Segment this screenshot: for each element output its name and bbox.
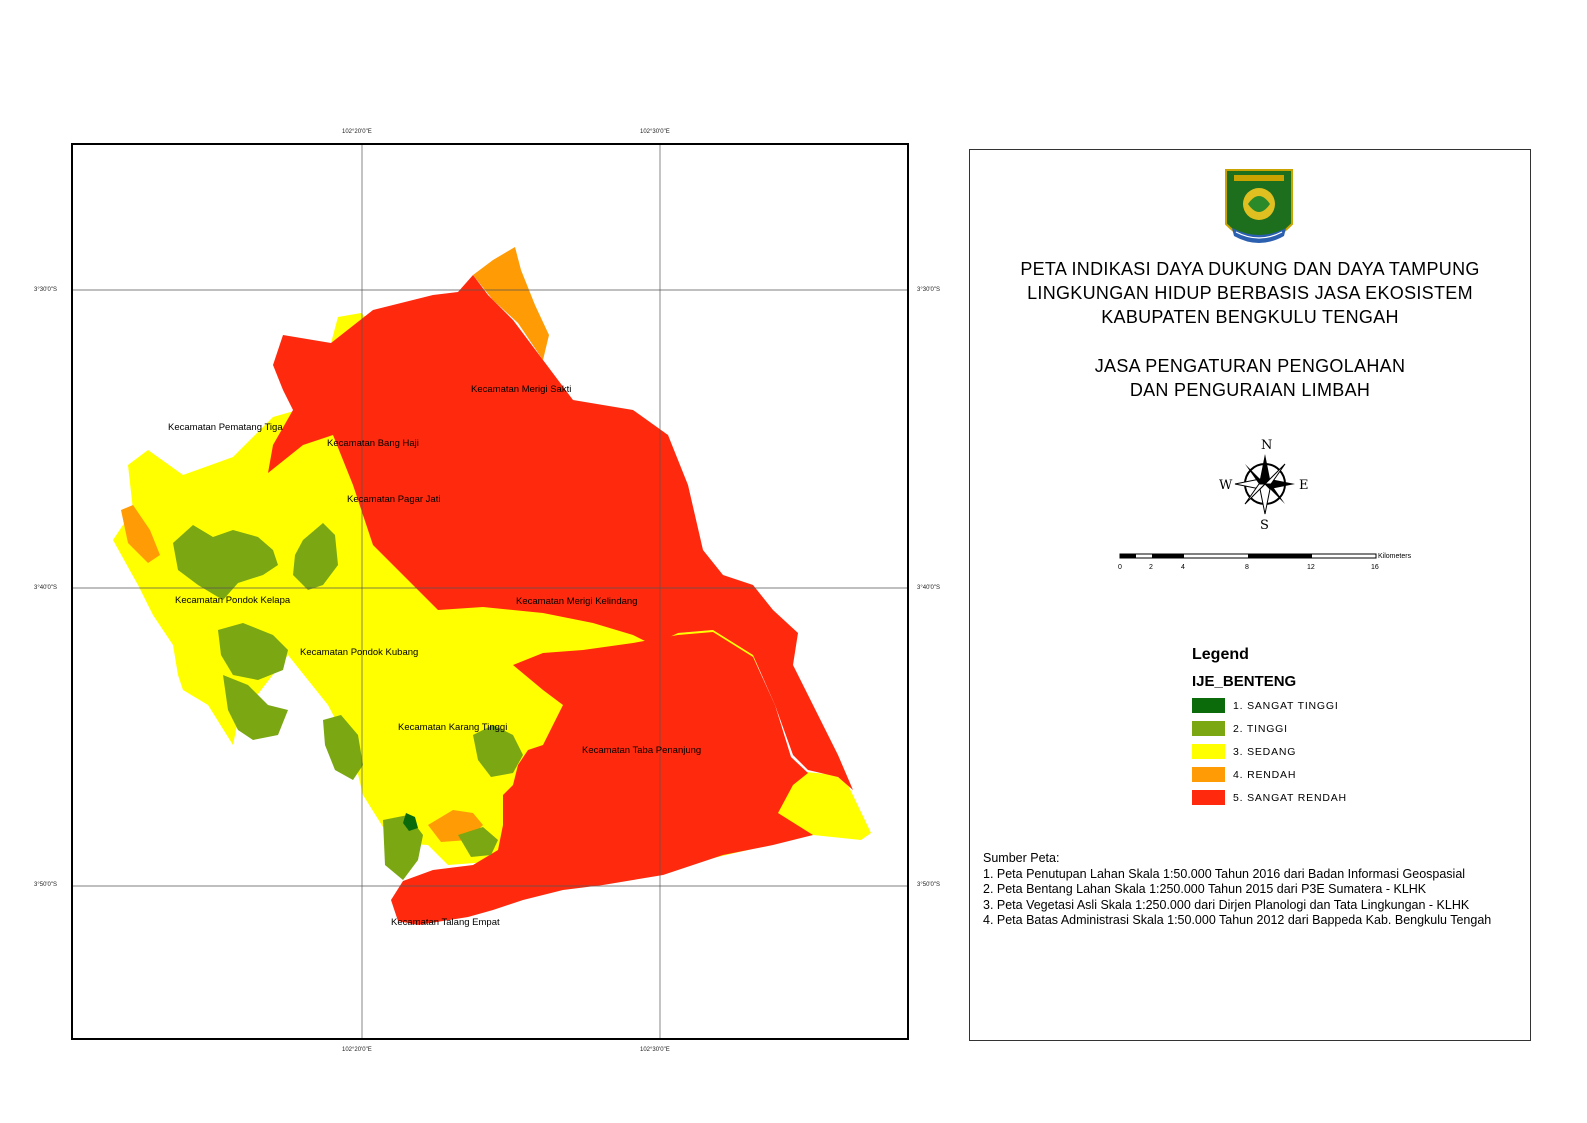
map-sources: Sumber Peta: 1. Peta Penutupan Lahan Ska… <box>983 851 1491 929</box>
legend-swatch-sedang <box>1192 744 1225 759</box>
source-line-2: 2. Peta Bentang Lahan Skala 1:250.000 Ta… <box>983 882 1427 896</box>
scale-tick-2: 2 <box>1149 564 1153 571</box>
grid-label-left-3: 3°50'0"S <box>34 882 58 888</box>
label-karang-tinggi: Kecamatan Karang Tinggi <box>398 722 507 733</box>
legend-item-1: 1. SANGAT TINGGI <box>1192 698 1492 714</box>
scale-tick-16: 16 <box>1371 564 1379 571</box>
region-tinggi-1 <box>173 525 278 600</box>
subtitle-line-1: JASA PENGATURAN PENGOLAHAN <box>1094 356 1406 376</box>
title-line-1: PETA INDIKASI DAYA DUKUNG DAN DAYA TAMPU… <box>1020 259 1480 279</box>
grid-label-bottom-1: 102°20'0"E <box>342 1047 372 1053</box>
label-taba-penanjung: Kecamatan Taba Penanjung <box>582 745 701 756</box>
region-tinggi-8 <box>458 827 498 857</box>
source-line-4: 4. Peta Batas Administrasi Skala 1:50.00… <box>983 913 1492 927</box>
title-line-3: KABUPATEN BENGKULU TENGAH <box>1101 307 1399 327</box>
subtitle-line-2: DAN PENGURAIAN LIMBAH <box>1129 380 1371 400</box>
compass-w: W <box>1219 478 1233 493</box>
legend-item-2: 2. TINGGI <box>1192 721 1492 737</box>
legend-heading: Legend <box>1192 646 1249 663</box>
map-canvas: Kecamatan Merigi Sakti Kecamatan Pematan… <box>73 145 907 1038</box>
grid-label-left-2: 3°40'0"S <box>34 585 58 591</box>
district-labels: Kecamatan Merigi Sakti Kecamatan Pematan… <box>168 384 701 928</box>
grid-label-right-2: 3°40'0"S <box>917 585 941 591</box>
title-line-2: LINGKUNGAN HIDUP BERBASIS JASA EKOSISTEM <box>1027 283 1473 303</box>
legend-label: 1. SANGAT TINGGI <box>1233 700 1339 712</box>
legend-label: 2. TINGGI <box>1233 723 1288 735</box>
label-pondok-kelapa: Kecamatan Pondok Kelapa <box>175 595 291 606</box>
label-talang-empat: Kecamatan Talang Empat <box>391 917 500 928</box>
region-tinggi-2 <box>293 523 338 590</box>
region-tinggi-3 <box>218 623 288 680</box>
legend-item-5: 5. SANGAT RENDAH <box>1192 790 1492 806</box>
legend-layer-name: IJE_BENTENG <box>1192 673 1297 690</box>
layout-panel: PETA INDIKASI DAYA DUKUNG DAN DAYA TAMPU… <box>969 149 1531 1041</box>
map-title: PETA INDIKASI DAYA DUKUNG DAN DAYA TAMPU… <box>970 257 1530 329</box>
regency-emblem-logo <box>1225 169 1293 243</box>
north-arrow-icon: N S E W <box>1219 438 1309 532</box>
region-sangat-rendah-south <box>391 632 813 925</box>
region-tinggi-4 <box>223 675 288 740</box>
region-sangat-tinggi <box>403 813 418 831</box>
source-line-3: 3. Peta Vegetasi Asli Skala 1:250.000 da… <box>983 897 1470 912</box>
legend-item-4: 4. RENDAH <box>1192 767 1492 783</box>
legend-label: 4. RENDAH <box>1233 769 1297 781</box>
legend-swatch-rendah <box>1192 767 1225 782</box>
legend-label: 5. SANGAT RENDAH <box>1233 792 1347 804</box>
graticule <box>73 145 907 1038</box>
grid-label-top-1: 102°20'0"E <box>342 129 372 135</box>
compass-e: E <box>1299 478 1309 493</box>
region-rendah-west <box>121 505 160 563</box>
source-line-1: 1. Peta Penutupan Lahan Skala 1:50.000 T… <box>983 866 1466 881</box>
grid-label-right-3: 3°50'0"S <box>917 882 941 888</box>
region-tinggi-5 <box>323 715 363 780</box>
region-sangat-rendah-north <box>268 275 853 790</box>
region-tinggi-7 <box>383 815 423 880</box>
grid-label-bottom-2: 102°30'0"E <box>640 1047 670 1053</box>
region-rendah-north <box>473 247 549 360</box>
legend-swatch-tinggi <box>1192 721 1225 736</box>
legend-swatch-sangat-rendah <box>1192 790 1225 805</box>
compass-n: N <box>1261 438 1272 453</box>
label-bang-haji: Kecamatan Bang Haji <box>327 438 419 449</box>
label-pematang-tiga: Kecamatan Pematang Tiga <box>168 422 283 433</box>
legend-label: 3. SEDANG <box>1233 746 1297 758</box>
grid-label-top-2: 102°30'0"E <box>640 129 670 135</box>
legend-item-3: 3. SEDANG <box>1192 744 1492 760</box>
scale-bar: Kilometers 0 2 4 8 12 16 <box>1118 553 1412 571</box>
label-pondok-kubang: Kecamatan Pondok Kubang <box>300 647 418 658</box>
compass-s: S <box>1260 518 1269 532</box>
region-tinggi-6 <box>473 725 523 777</box>
label-pagar-jati: Kecamatan Pagar Jati <box>347 494 440 505</box>
scale-tick-0: 0 <box>1118 564 1122 571</box>
scale-tick-8: 8 <box>1245 564 1249 571</box>
grid-label-left-1: 3°30'0"S <box>34 287 58 293</box>
legend-swatch-sangat-tinggi <box>1192 698 1225 713</box>
map-frame[interactable]: Kecamatan Merigi Sakti Kecamatan Pematan… <box>71 143 909 1040</box>
scale-tick-12: 12 <box>1307 564 1315 571</box>
label-merigi-kelindang: Kecamatan Merigi Kelindang <box>516 596 637 607</box>
sources-heading: Sumber Peta: <box>983 851 1060 865</box>
map-subtitle: JASA PENGATURAN PENGOLAHAN DAN PENGURAIA… <box>970 354 1530 402</box>
grid-label-right-1: 3°30'0"S <box>917 287 941 293</box>
scale-tick-4: 4 <box>1181 564 1185 571</box>
scale-unit: Kilometers <box>1378 553 1412 560</box>
label-merigi-sakti: Kecamatan Merigi Sakti <box>471 384 571 395</box>
